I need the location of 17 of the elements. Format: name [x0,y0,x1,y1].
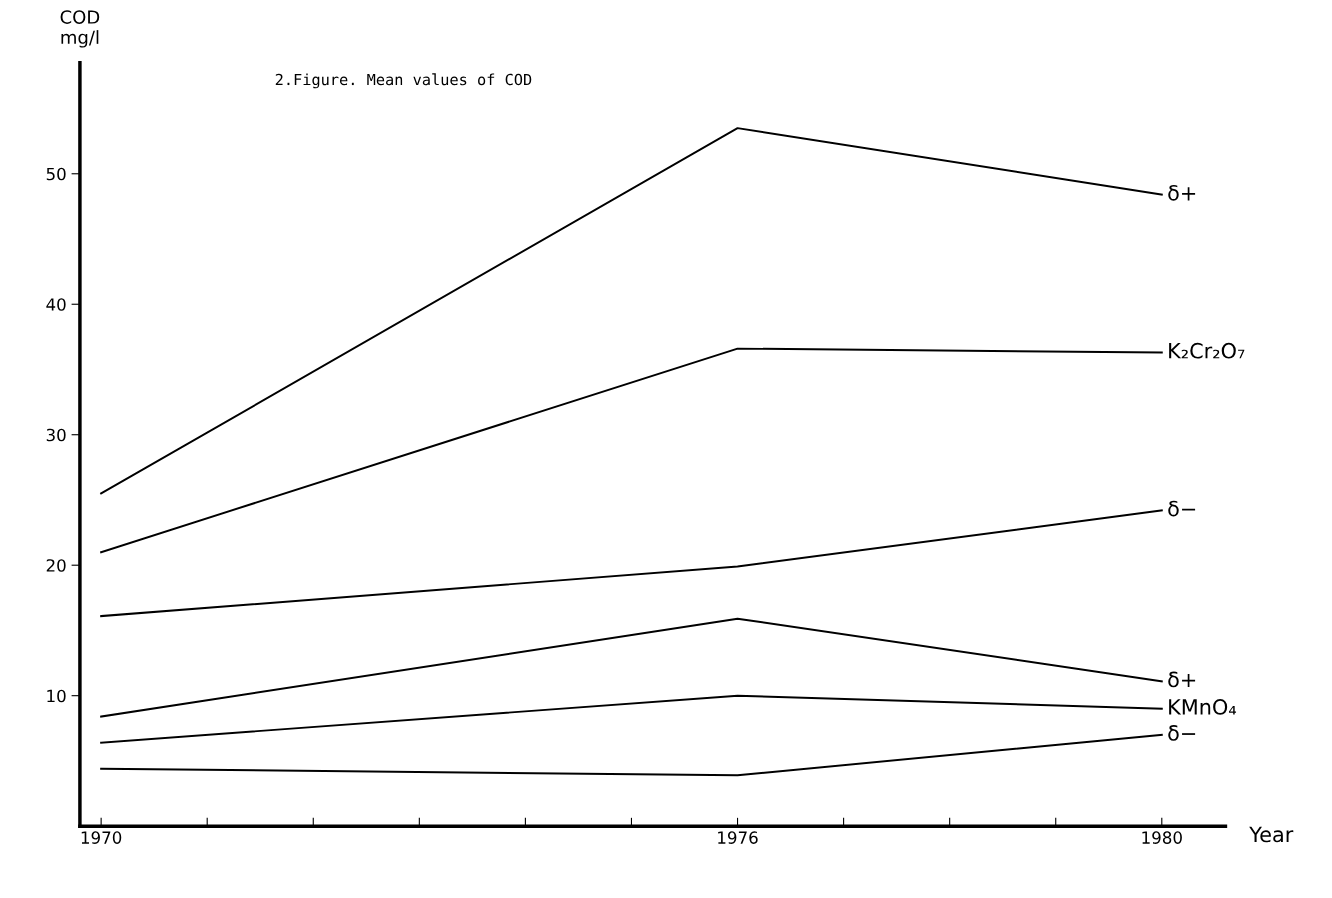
series-label: δ− [1168,725,1196,741]
y-tick-label: 50 [46,167,66,181]
x-tick-label: 1970 [81,831,122,844]
text: 2.Figure. Mean values of COD [275,73,532,89]
series-label: δ+ [1168,184,1196,201]
y-tick-label: 30 [46,428,66,442]
x-tick-label: 1976 [718,831,758,844]
series-label: δ− [1168,500,1196,517]
y-axis-title: COD mg/l [60,10,100,48]
y-tick-label: 20 [46,559,66,572]
y-tick-label: 10 [47,689,66,703]
series-label: δ+ [1168,671,1196,688]
series-label: K₂Cr₂O₇ [1169,342,1245,359]
x-axis-title: Year [1249,826,1294,843]
y-tick-label: 40 [46,298,66,311]
series-label: KMnO₄ [1169,699,1237,715]
x-tick-label: 1980 [1142,831,1182,844]
